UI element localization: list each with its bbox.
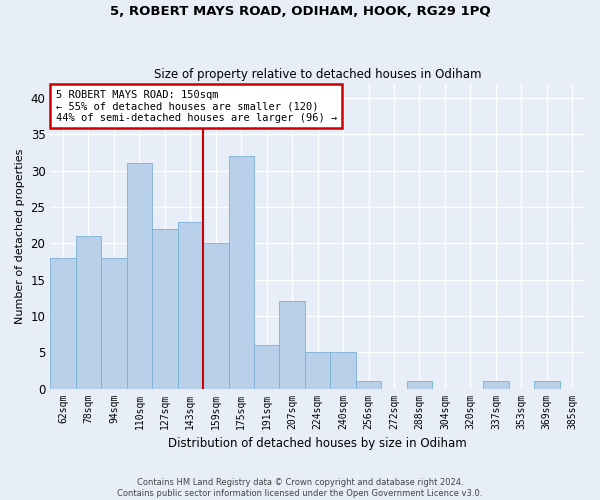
Bar <box>331 352 356 389</box>
Bar <box>356 382 382 388</box>
Bar <box>534 382 560 388</box>
Text: 5 ROBERT MAYS ROAD: 150sqm
← 55% of detached houses are smaller (120)
44% of sem: 5 ROBERT MAYS ROAD: 150sqm ← 55% of deta… <box>56 90 337 123</box>
Bar <box>127 164 152 388</box>
Bar <box>280 302 305 388</box>
Bar <box>254 345 280 389</box>
Bar <box>203 244 229 388</box>
Bar <box>178 222 203 388</box>
Bar <box>483 382 509 388</box>
Bar <box>101 258 127 388</box>
Bar <box>229 156 254 388</box>
Y-axis label: Number of detached properties: Number of detached properties <box>15 148 25 324</box>
Bar <box>76 236 101 388</box>
Bar <box>152 229 178 388</box>
Bar <box>305 352 331 389</box>
X-axis label: Distribution of detached houses by size in Odiham: Distribution of detached houses by size … <box>168 437 467 450</box>
Text: Contains HM Land Registry data © Crown copyright and database right 2024.
Contai: Contains HM Land Registry data © Crown c… <box>118 478 482 498</box>
Bar <box>50 258 76 388</box>
Title: Size of property relative to detached houses in Odiham: Size of property relative to detached ho… <box>154 68 481 81</box>
Text: 5, ROBERT MAYS ROAD, ODIHAM, HOOK, RG29 1PQ: 5, ROBERT MAYS ROAD, ODIHAM, HOOK, RG29 … <box>110 5 490 18</box>
Bar <box>407 382 432 388</box>
